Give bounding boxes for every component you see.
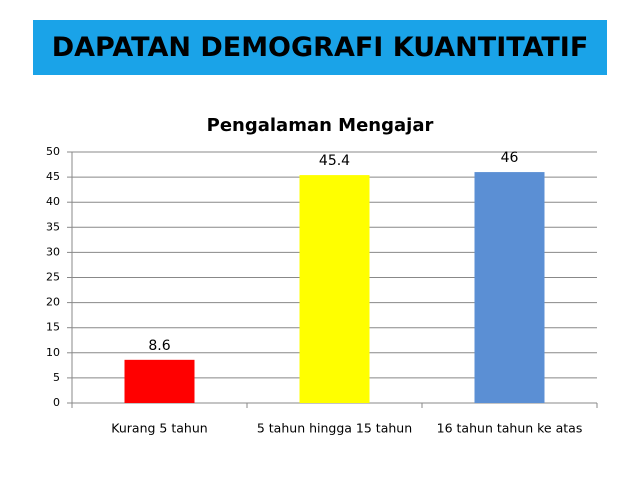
x-tick-label: 5 tahun hingga 15 tahun [257, 421, 412, 436]
bar [124, 359, 195, 403]
y-tick-label: 40 [46, 195, 60, 208]
y-tick-label: 45 [46, 170, 60, 183]
bar [474, 172, 545, 403]
value-label: 8.6 [148, 338, 170, 354]
y-tick-label: 20 [46, 296, 60, 309]
chart-title: Pengalaman Mengajar [207, 115, 434, 136]
y-tick-label: 30 [46, 245, 60, 258]
y-tick-label: 10 [46, 346, 60, 359]
x-tick-label: Kurang 5 tahun [111, 421, 207, 436]
header-banner: DAPATAN DEMOGRAFI KUANTITATIF [33, 20, 607, 75]
y-tick-label: 15 [46, 321, 60, 334]
value-label: 45.4 [319, 153, 350, 169]
header-title: DAPATAN DEMOGRAFI KUANTITATIF [51, 32, 589, 63]
y-tick-label: 25 [46, 271, 60, 284]
bar [299, 175, 370, 403]
y-tick-label: 35 [46, 220, 60, 233]
y-tick-label: 50 [46, 145, 60, 158]
y-tick-label: 5 [53, 371, 60, 384]
x-tick-label: 16 tahun tahun ke atas [437, 421, 583, 436]
value-label: 46 [501, 150, 519, 166]
y-tick-label: 0 [53, 396, 60, 409]
